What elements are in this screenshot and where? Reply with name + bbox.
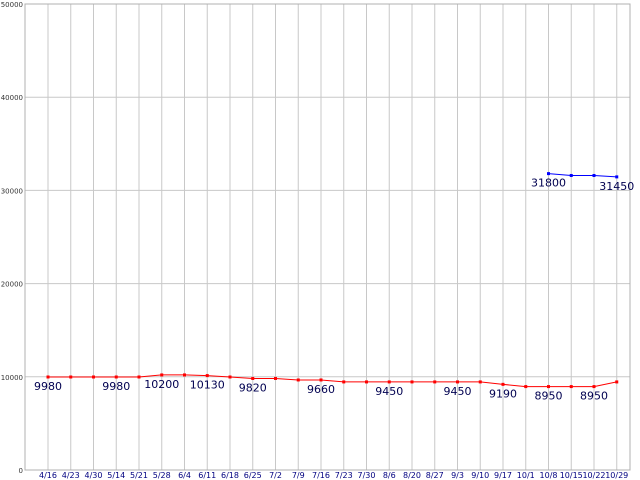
data-point (547, 385, 550, 389)
data-label: 9660 (307, 383, 335, 396)
data-point (228, 375, 232, 379)
y-tick-label: 30000 (1, 187, 23, 195)
series-lines (46, 172, 619, 389)
x-tick-label: 9/17 (494, 471, 512, 480)
y-axis-ticks: 0 10000 20000 30000 40000 50000 (1, 1, 23, 475)
x-tick-label: 7/16 (312, 471, 330, 480)
data-point (137, 375, 141, 379)
y-tick-label: 10000 (1, 374, 23, 382)
data-point (615, 380, 619, 384)
x-tick-label: 4/30 (85, 471, 103, 480)
data-point (342, 380, 346, 384)
data-point (160, 373, 164, 377)
data-point (615, 175, 619, 179)
data-labels: 9980 9980 10200 10130 9820 9660 9450 9450 9190 89… (34, 177, 634, 403)
data-label: 9980 (34, 380, 62, 393)
data-point (547, 172, 550, 176)
x-tick-label: 10/1 (517, 471, 535, 480)
x-tick-label: 8/20 (403, 471, 421, 480)
data-point (592, 173, 596, 177)
x-tick-label: 5/21 (130, 471, 148, 480)
x-tick-label: 4/23 (62, 471, 80, 480)
x-tick-label: 6/25 (244, 471, 262, 480)
data-label: 31450 (599, 180, 634, 193)
x-tick-label: 10/8 (540, 471, 558, 480)
x-tick-label: 7/9 (292, 471, 305, 480)
series-line (548, 173, 617, 178)
x-axis-ticks: 4/16 4/23 4/30 5/14 5/21 5/28 6/4 6/11 6/18 6/25 7… (39, 471, 628, 480)
x-tick-label: 5/14 (107, 471, 125, 480)
y-tick-label: 40000 (1, 94, 23, 102)
data-label: 31800 (531, 177, 566, 190)
data-point (319, 378, 323, 382)
data-label: 10200 (144, 378, 179, 391)
data-label: 8950 (535, 390, 563, 403)
x-tick-label: 7/23 (335, 471, 353, 480)
data-point (205, 374, 209, 378)
data-point (183, 373, 186, 377)
data-point (46, 375, 50, 379)
data-label: 9190 (489, 387, 517, 400)
data-point (387, 380, 391, 384)
data-point (69, 375, 73, 379)
x-tick-label: 5/28 (153, 471, 171, 480)
grid-lines (24, 3, 631, 471)
data-point (296, 378, 300, 382)
x-tick-label: 7/30 (358, 471, 376, 480)
x-tick-label: 10/29 (605, 471, 628, 480)
data-point (569, 173, 573, 177)
x-tick-label: 9/3 (451, 471, 464, 480)
x-tick-label: 6/11 (198, 471, 216, 480)
data-label: 10130 (190, 379, 225, 392)
data-point (274, 376, 277, 380)
data-label: 8950 (580, 390, 608, 403)
x-tick-label: 8/27 (426, 471, 444, 480)
data-point (456, 380, 459, 384)
y-tick-label: 50000 (1, 1, 23, 9)
data-label: 9820 (239, 381, 267, 394)
data-point (569, 385, 573, 389)
data-point (524, 385, 528, 389)
data-point (251, 376, 255, 380)
x-tick-label: 9/10 (471, 471, 489, 480)
data-point (365, 380, 368, 384)
x-tick-label: 6/4 (178, 471, 191, 480)
data-label: 9980 (102, 380, 130, 393)
data-point (501, 382, 505, 386)
x-tick-label: 6/18 (221, 471, 239, 480)
x-tick-label: 4/16 (39, 471, 57, 480)
series-line (48, 374, 617, 388)
data-label: 9450 (375, 385, 403, 398)
data-label: 9450 (444, 385, 472, 398)
data-point (410, 380, 414, 384)
x-tick-label: 8/6 (383, 471, 396, 480)
y-tick-label: 0 (19, 467, 23, 475)
x-tick-label: 10/15 (560, 471, 583, 480)
data-point (592, 385, 596, 389)
data-point (114, 375, 118, 379)
x-tick-label: 7/2 (269, 471, 282, 480)
y-tick-label: 20000 (1, 281, 23, 289)
plot-frame (24, 3, 631, 471)
data-point (92, 375, 95, 379)
data-point (433, 380, 437, 384)
x-tick-label: 10/22 (582, 471, 605, 480)
data-point (478, 380, 482, 384)
